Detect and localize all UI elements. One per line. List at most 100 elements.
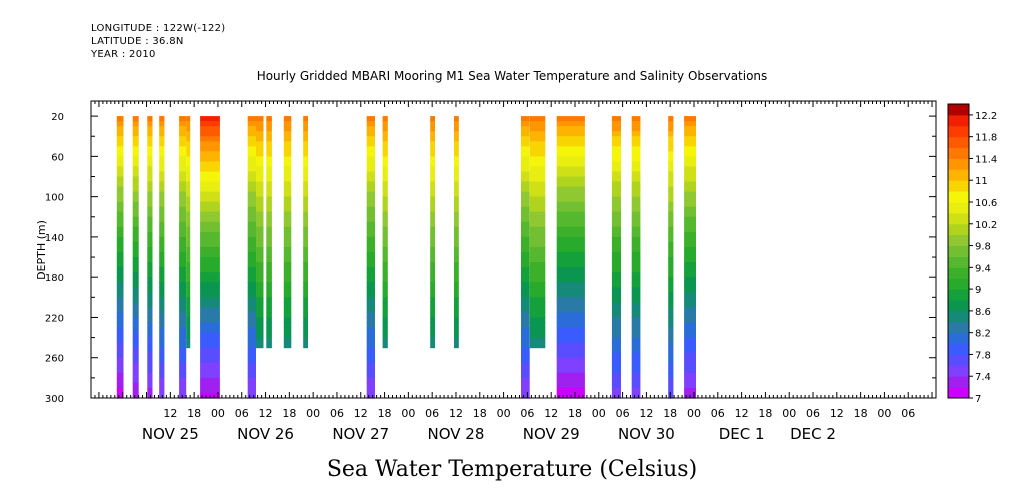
temperature-cell bbox=[179, 312, 187, 318]
temperature-cell bbox=[668, 382, 674, 389]
temperature-cell bbox=[256, 312, 264, 318]
temperature-cell bbox=[611, 216, 621, 223]
temperature-cell bbox=[631, 211, 641, 218]
temperature-cell bbox=[159, 221, 165, 228]
x-day-label: DEC 1 bbox=[719, 425, 765, 443]
temperature-cell bbox=[186, 272, 191, 278]
temperature-cell bbox=[247, 201, 256, 208]
temperature-cell bbox=[132, 136, 139, 142]
temperature-cell bbox=[266, 241, 272, 248]
temperature-cell bbox=[179, 382, 187, 389]
temperature-cell bbox=[116, 247, 124, 253]
temperature-cell bbox=[430, 166, 435, 172]
temperature-cell bbox=[179, 267, 187, 273]
temperature-cell bbox=[283, 211, 292, 218]
temperature-cell bbox=[556, 367, 585, 374]
temperature-cell bbox=[529, 136, 546, 142]
temperature-cell bbox=[283, 287, 292, 293]
x-day-label: DEC 2 bbox=[790, 425, 836, 443]
temperature-cell bbox=[247, 282, 256, 288]
temperature-cell bbox=[382, 136, 388, 142]
temperature-cell bbox=[256, 126, 264, 132]
temperature-cell bbox=[147, 282, 153, 288]
temperature-cell bbox=[200, 206, 220, 213]
temperature-cell bbox=[116, 297, 124, 303]
temperature-cell bbox=[179, 277, 187, 283]
colorbar-swatch bbox=[948, 136, 969, 149]
temperature-cell bbox=[200, 272, 220, 278]
temperature-cell bbox=[684, 247, 696, 253]
colorbar-frame bbox=[947, 103, 970, 399]
temperature-cell bbox=[454, 146, 459, 152]
temperature-cell bbox=[303, 292, 308, 298]
temperature-cell bbox=[668, 277, 674, 283]
temperature-cell bbox=[179, 181, 187, 188]
temperature-cell bbox=[266, 327, 272, 334]
temperature-cell bbox=[200, 236, 220, 243]
temperature-cell bbox=[159, 322, 165, 329]
temperature-cell bbox=[159, 287, 165, 293]
temperature-cell bbox=[179, 196, 187, 203]
temperature-cell bbox=[382, 282, 388, 288]
temperature-cell bbox=[186, 292, 191, 298]
temperature-cell bbox=[430, 327, 435, 334]
temperature-cell bbox=[147, 302, 153, 308]
temperature-cell bbox=[147, 362, 153, 369]
temperature-cell bbox=[454, 116, 459, 122]
temperature-cell bbox=[179, 297, 187, 303]
temperature-cell bbox=[684, 357, 696, 364]
temperature-cell bbox=[382, 322, 388, 329]
temperature-cell bbox=[283, 221, 292, 228]
temperature-cell bbox=[521, 327, 530, 334]
temperature-cell bbox=[430, 342, 435, 349]
longitude-label: LONGITUDE : 122W(-122) bbox=[91, 23, 226, 34]
temperature-cell bbox=[200, 282, 220, 288]
temperature-cell bbox=[668, 307, 674, 313]
plot-frame bbox=[90, 100, 937, 399]
temperature-cell bbox=[529, 272, 546, 278]
temperature-cell bbox=[256, 307, 264, 313]
temperature-cell bbox=[430, 131, 435, 137]
temperature-cell bbox=[430, 236, 435, 243]
temperature-cell bbox=[303, 287, 308, 293]
temperature-cell bbox=[382, 116, 388, 122]
temperature-cell bbox=[668, 181, 674, 188]
temperature-cell bbox=[147, 231, 153, 238]
temperature-cell bbox=[266, 171, 272, 178]
temperature-cell bbox=[611, 252, 621, 258]
temperature-cell bbox=[366, 322, 375, 329]
temperature-cell bbox=[454, 141, 459, 147]
temperature-cell bbox=[611, 277, 621, 283]
temperature-cell bbox=[159, 116, 165, 122]
temperature-cell bbox=[147, 327, 153, 334]
temperature-cell bbox=[631, 171, 641, 178]
temperature-cell bbox=[247, 317, 256, 324]
temperature-cell bbox=[132, 347, 139, 354]
temperature-cell bbox=[179, 367, 187, 374]
temperature-cell bbox=[266, 141, 272, 147]
temperature-cell bbox=[668, 357, 674, 364]
temperature-cell bbox=[159, 146, 165, 152]
temperature-cell bbox=[611, 146, 621, 152]
temperature-cell bbox=[200, 176, 220, 183]
temperature-cell bbox=[668, 161, 674, 167]
temperature-cell bbox=[200, 297, 220, 303]
temperature-cell bbox=[132, 206, 139, 213]
temperature-cell bbox=[521, 247, 530, 253]
temperature-cell bbox=[529, 247, 546, 253]
temperature-cell bbox=[266, 131, 272, 137]
temperature-cell bbox=[186, 262, 191, 268]
temperature-cell bbox=[684, 282, 696, 288]
x-tick-label: 06 bbox=[901, 407, 915, 420]
x-tick-label: 18 bbox=[568, 407, 582, 420]
temperature-cell bbox=[631, 241, 641, 248]
temperature-cell bbox=[256, 226, 264, 233]
temperature-cell bbox=[132, 196, 139, 203]
temperature-cell bbox=[283, 267, 292, 273]
temperature-cell bbox=[611, 186, 621, 193]
temperature-cell bbox=[366, 181, 375, 188]
temperature-cell bbox=[303, 297, 308, 303]
temperature-cell bbox=[303, 312, 308, 318]
temperature-cell bbox=[283, 151, 292, 157]
temperature-cell bbox=[529, 252, 546, 258]
